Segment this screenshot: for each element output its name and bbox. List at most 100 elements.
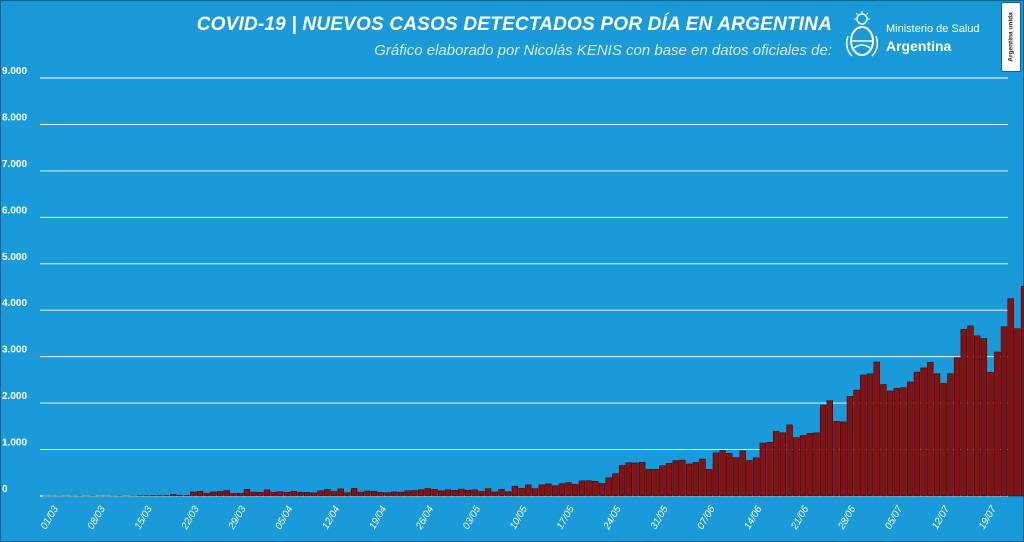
- bar: [672, 460, 679, 497]
- bar: [411, 490, 418, 497]
- bar: [230, 493, 237, 497]
- x-tick-label: 12/07: [930, 504, 952, 532]
- bar: [384, 492, 391, 497]
- bar: [866, 373, 874, 497]
- bar: [551, 485, 559, 497]
- y-tick-label: 5.000: [2, 252, 27, 263]
- x-tick-label: 19/04: [367, 504, 389, 532]
- bar: [458, 488, 465, 497]
- bar: [712, 452, 720, 497]
- bar: [1014, 328, 1021, 497]
- bar: [464, 489, 472, 497]
- bar: [853, 389, 860, 497]
- coat-of-arms-icon: [845, 11, 879, 57]
- bar: [424, 488, 431, 497]
- bar: [719, 450, 726, 497]
- bar: [330, 491, 338, 497]
- bar: [819, 404, 827, 497]
- bar: [893, 388, 900, 497]
- bar: [786, 424, 793, 497]
- bar: [900, 387, 907, 497]
- bar: [290, 491, 297, 497]
- country-name: Argentina: [886, 38, 952, 54]
- bar: [699, 458, 706, 497]
- y-tick-label: 8.000: [2, 112, 27, 123]
- bar: [545, 483, 552, 497]
- bar: [518, 488, 525, 497]
- bar: [773, 430, 780, 497]
- y-tick-label: 3.000: [2, 345, 27, 356]
- bar: [605, 477, 612, 497]
- ministry-name: Ministerio de Salud: [886, 23, 980, 35]
- x-tick-label: 10/05: [508, 504, 530, 532]
- bar: [618, 465, 626, 497]
- bar: [732, 457, 740, 497]
- bar: [645, 469, 653, 497]
- x-tick-label: 08/03: [86, 504, 108, 532]
- bar: [953, 357, 961, 497]
- bar: [170, 494, 177, 497]
- bar: [759, 442, 766, 497]
- bar: [484, 488, 492, 497]
- bar: [538, 484, 545, 497]
- bar: [404, 490, 411, 497]
- x-tick-label: 15/03: [133, 504, 155, 532]
- bars: [42, 285, 1024, 497]
- bar: [304, 492, 311, 497]
- bar: [250, 491, 257, 497]
- bar: [907, 381, 914, 497]
- bar: [505, 491, 512, 497]
- x-tick-label: 17/05: [555, 504, 577, 532]
- bar: [585, 480, 592, 497]
- x-tick-label: 01/03: [39, 504, 61, 532]
- chart-title: COVID-19 | NUEVOS CASOS DETECTADOS POR D…: [196, 14, 832, 35]
- bar: [685, 463, 693, 497]
- bar: [639, 462, 646, 497]
- y-tick-label: 0: [2, 484, 8, 495]
- bar: [243, 489, 251, 497]
- bar: [216, 491, 224, 497]
- bar: [994, 351, 1001, 497]
- bar: [746, 460, 753, 497]
- bar: [799, 435, 807, 497]
- y-tick-label: 9.000: [2, 66, 27, 77]
- bar: [726, 453, 733, 497]
- bar: [1007, 298, 1014, 497]
- bar: [558, 483, 565, 497]
- bar: [659, 465, 666, 497]
- bar: [739, 450, 746, 497]
- x-tick-label: 19/07: [977, 504, 999, 532]
- y-tick-label: 4.000: [2, 298, 27, 309]
- bar: [933, 373, 941, 497]
- bar: [752, 457, 760, 497]
- bar: [806, 432, 813, 497]
- bar: [237, 493, 244, 497]
- bar: [438, 490, 445, 497]
- bar: [692, 462, 699, 497]
- bar: [397, 491, 405, 497]
- bar: [920, 367, 927, 497]
- bar: [371, 491, 378, 497]
- bar: [940, 383, 947, 497]
- x-tick-label: 22/03: [179, 504, 202, 532]
- x-tick-label: 07/06: [696, 504, 718, 532]
- bar: [886, 390, 894, 497]
- y-tick-label: 1.000: [2, 438, 27, 449]
- bar: [525, 484, 532, 497]
- bar: [927, 362, 934, 497]
- bar: [578, 480, 586, 497]
- bar: [652, 468, 659, 497]
- bar: [478, 491, 485, 497]
- x-tick-label: 12/04: [320, 504, 342, 532]
- bar: [337, 488, 344, 497]
- bar: [498, 489, 505, 497]
- x-tick-label: 31/05: [649, 504, 671, 532]
- bar: [163, 495, 170, 497]
- bar: [766, 442, 773, 497]
- bar: [625, 462, 632, 497]
- x-tick-label: 05/04: [273, 504, 295, 532]
- x-tick-label: 05/07: [883, 504, 905, 532]
- bar: [980, 338, 988, 497]
- x-tick-label: 28/06: [836, 504, 859, 532]
- bar: [846, 396, 854, 497]
